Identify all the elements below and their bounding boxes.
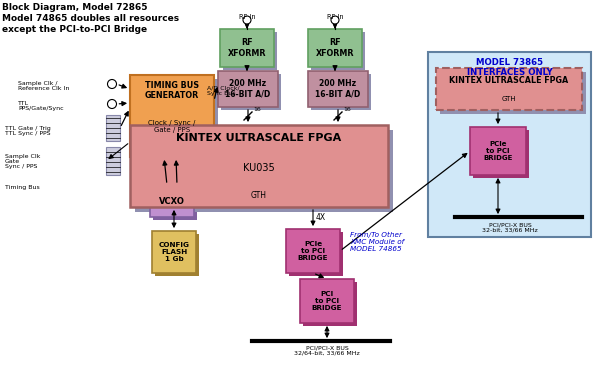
Text: KU035: KU035 bbox=[243, 163, 275, 173]
FancyBboxPatch shape bbox=[289, 232, 343, 276]
Text: PCI/PCI-X BUS
32-bit, 33/66 MHz: PCI/PCI-X BUS 32-bit, 33/66 MHz bbox=[482, 222, 538, 233]
Text: PCIe
to PCI
BRIDGE: PCIe to PCI BRIDGE bbox=[298, 241, 328, 261]
Text: except the PCI-to-PCI Bridge: except the PCI-to-PCI Bridge bbox=[2, 25, 147, 34]
Text: GTH: GTH bbox=[251, 191, 267, 200]
Text: 200 MHz
16-BIT A/D: 200 MHz 16-BIT A/D bbox=[226, 79, 271, 99]
FancyBboxPatch shape bbox=[152, 231, 196, 273]
FancyBboxPatch shape bbox=[303, 282, 357, 326]
FancyBboxPatch shape bbox=[150, 185, 194, 217]
Text: CONFIG
FLASH
1 Gb: CONFIG FLASH 1 Gb bbox=[158, 242, 190, 262]
FancyBboxPatch shape bbox=[308, 29, 362, 67]
Text: Gate: Gate bbox=[5, 159, 20, 164]
FancyBboxPatch shape bbox=[106, 115, 120, 141]
FancyBboxPatch shape bbox=[473, 130, 529, 178]
Text: PCI
to PCI
BRIDGE: PCI to PCI BRIDGE bbox=[312, 291, 342, 311]
FancyBboxPatch shape bbox=[135, 130, 393, 212]
FancyBboxPatch shape bbox=[311, 74, 371, 110]
FancyBboxPatch shape bbox=[153, 188, 197, 220]
Text: Clock / Sync /
Gate / PPS: Clock / Sync / Gate / PPS bbox=[148, 119, 196, 132]
Text: Model 74865 doubles all resources: Model 74865 doubles all resources bbox=[2, 14, 179, 23]
FancyBboxPatch shape bbox=[311, 32, 365, 70]
Text: RF In: RF In bbox=[326, 14, 343, 20]
FancyBboxPatch shape bbox=[436, 68, 582, 110]
FancyBboxPatch shape bbox=[130, 125, 388, 207]
Text: RF
XFORMR: RF XFORMR bbox=[228, 38, 266, 58]
Text: 16: 16 bbox=[343, 107, 351, 112]
Text: Timing Bus: Timing Bus bbox=[5, 185, 40, 190]
FancyBboxPatch shape bbox=[134, 79, 218, 161]
Text: From/To Other
XMC Module of
MODEL 74865: From/To Other XMC Module of MODEL 74865 bbox=[350, 232, 404, 252]
Text: RF
XFORMR: RF XFORMR bbox=[316, 38, 354, 58]
FancyBboxPatch shape bbox=[220, 29, 274, 67]
Text: VCXO: VCXO bbox=[159, 196, 185, 206]
FancyBboxPatch shape bbox=[106, 147, 120, 175]
Text: PPS/Gate/Sync: PPS/Gate/Sync bbox=[18, 106, 64, 111]
Text: 16: 16 bbox=[253, 107, 261, 112]
Text: PCI/PCI-X BUS
32/64-bit, 33/66 MHz: PCI/PCI-X BUS 32/64-bit, 33/66 MHz bbox=[294, 345, 360, 356]
Text: TTL: TTL bbox=[18, 101, 29, 106]
Text: Sample Clk: Sample Clk bbox=[5, 154, 40, 159]
FancyBboxPatch shape bbox=[308, 71, 368, 107]
Text: TTL Sync / PPS: TTL Sync / PPS bbox=[5, 131, 50, 136]
Text: KINTEX ULTRASCALE FPGA: KINTEX ULTRASCALE FPGA bbox=[449, 76, 569, 85]
Text: KINTEX ULTRASCALE FPGA: KINTEX ULTRASCALE FPGA bbox=[176, 133, 341, 143]
FancyBboxPatch shape bbox=[470, 127, 526, 175]
FancyBboxPatch shape bbox=[286, 229, 340, 273]
FancyBboxPatch shape bbox=[130, 75, 214, 157]
FancyBboxPatch shape bbox=[221, 74, 281, 110]
FancyBboxPatch shape bbox=[428, 52, 591, 237]
FancyBboxPatch shape bbox=[440, 72, 586, 114]
FancyBboxPatch shape bbox=[218, 71, 278, 107]
Text: 200 MHz
16-BIT A/D: 200 MHz 16-BIT A/D bbox=[316, 79, 361, 99]
FancyBboxPatch shape bbox=[155, 234, 199, 276]
Text: TTL Gate / Trig: TTL Gate / Trig bbox=[5, 126, 51, 131]
Text: PCIe
to PCI
BRIDGE: PCIe to PCI BRIDGE bbox=[484, 141, 512, 161]
Text: Sync / PPS: Sync / PPS bbox=[5, 164, 37, 169]
Text: GTH: GTH bbox=[502, 96, 517, 102]
Text: RF In: RF In bbox=[239, 14, 256, 20]
Text: Reference Clk In: Reference Clk In bbox=[18, 86, 70, 91]
Text: 4X: 4X bbox=[316, 213, 326, 222]
FancyBboxPatch shape bbox=[223, 32, 277, 70]
Text: MODEL 73865
INTERFACES ONLY: MODEL 73865 INTERFACES ONLY bbox=[467, 58, 553, 77]
FancyBboxPatch shape bbox=[300, 279, 354, 323]
Text: Sample Clk /: Sample Clk / bbox=[18, 81, 58, 86]
Text: A/D Clock/
Sync Bus: A/D Clock/ Sync Bus bbox=[207, 85, 239, 96]
Text: TIMING BUS
GENERATOR: TIMING BUS GENERATOR bbox=[145, 81, 199, 100]
Text: Block Diagram, Model 72865: Block Diagram, Model 72865 bbox=[2, 3, 148, 12]
